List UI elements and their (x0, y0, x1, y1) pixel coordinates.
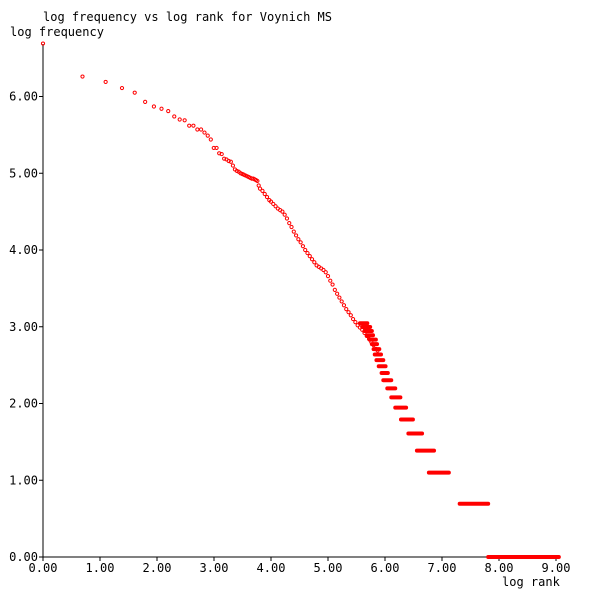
data-point (339, 299, 344, 304)
data-point (284, 216, 290, 221)
data-point (151, 104, 157, 109)
data-point (348, 313, 353, 318)
data-point (222, 156, 227, 161)
data-point (260, 188, 265, 194)
x-tick-label: 8.00 (485, 561, 514, 575)
data-points (40, 41, 561, 559)
data-point (119, 85, 125, 91)
data-point (282, 212, 287, 217)
axes: 0.00 1.00 2.00 3.00 4.00 5.00 6.00 7.00 8.00 9.00… (9, 44, 570, 575)
data-point (300, 244, 306, 249)
data-point (166, 108, 171, 114)
data-point (264, 194, 270, 200)
data-point (296, 237, 301, 242)
data-point (40, 41, 46, 46)
data-point (312, 260, 317, 265)
data-point (202, 130, 207, 135)
data-point (289, 224, 294, 230)
data-point (80, 74, 85, 79)
data-point (337, 295, 342, 300)
data-point (303, 247, 308, 253)
data-point (257, 186, 263, 191)
data-point (208, 137, 213, 142)
data-point (298, 240, 303, 245)
x-tick-label: 5.00 (314, 561, 343, 575)
data-point (323, 270, 328, 275)
data-point (355, 323, 360, 328)
data-point (305, 250, 310, 256)
data-point (103, 79, 108, 85)
data-point (262, 191, 267, 197)
data-point (191, 123, 196, 128)
y-tick-label: 1.00 (9, 473, 38, 487)
x-axis-label: log rank (502, 575, 560, 589)
data-point (335, 291, 340, 296)
data-point (172, 114, 177, 119)
data-point (273, 204, 278, 209)
data-point (143, 99, 148, 104)
y-tick-label: 0.00 (9, 550, 38, 564)
data-point (291, 229, 296, 234)
x-tick-label: 6.00 (371, 561, 400, 575)
y-tick-label: 3.00 (9, 320, 38, 334)
data-point (132, 90, 137, 95)
data-point (353, 320, 358, 325)
y-axis-label: log frequency (10, 25, 104, 39)
x-tick-label: 4.00 (257, 561, 286, 575)
data-point (309, 257, 315, 262)
data-point (268, 199, 274, 204)
data-point (228, 159, 233, 164)
y-tick-label: 6.00 (9, 90, 38, 104)
x-tick-label: 2.00 (143, 561, 172, 575)
data-point (271, 201, 276, 207)
data-point (182, 118, 187, 123)
data-point (287, 221, 292, 226)
data-point (307, 254, 312, 259)
data-point (293, 233, 299, 238)
data-point (198, 127, 204, 132)
data-point (350, 316, 356, 322)
x-tick-label: 1.00 (86, 561, 115, 575)
data-point (280, 209, 285, 214)
data-point (346, 310, 351, 315)
data-point (321, 267, 326, 273)
x-tick-label: 3.00 (200, 561, 229, 575)
data-point (219, 151, 224, 157)
x-tick-label: 0.00 (29, 561, 58, 575)
data-point (226, 158, 231, 164)
data-point (195, 127, 200, 132)
x-tick-label: 7.00 (428, 561, 457, 575)
data-point (230, 163, 236, 168)
data-point (159, 106, 164, 111)
data-point (187, 123, 192, 128)
data-point (214, 145, 219, 151)
x-tick-label: 9.00 (542, 561, 571, 575)
data-point (341, 303, 347, 308)
y-tick-label: 5.00 (9, 166, 38, 180)
data-point (255, 178, 260, 184)
y-tick-label: 2.00 (9, 397, 38, 411)
data-point (205, 133, 210, 138)
data-point (332, 287, 337, 293)
y-tick-label: 4.00 (9, 243, 38, 257)
chart-title: log frequency vs log rank for Voynich MS (43, 10, 332, 24)
data-point (177, 117, 182, 122)
data-point (344, 306, 349, 312)
data-point (330, 282, 335, 287)
data-point (325, 273, 331, 279)
data-point (328, 278, 333, 283)
